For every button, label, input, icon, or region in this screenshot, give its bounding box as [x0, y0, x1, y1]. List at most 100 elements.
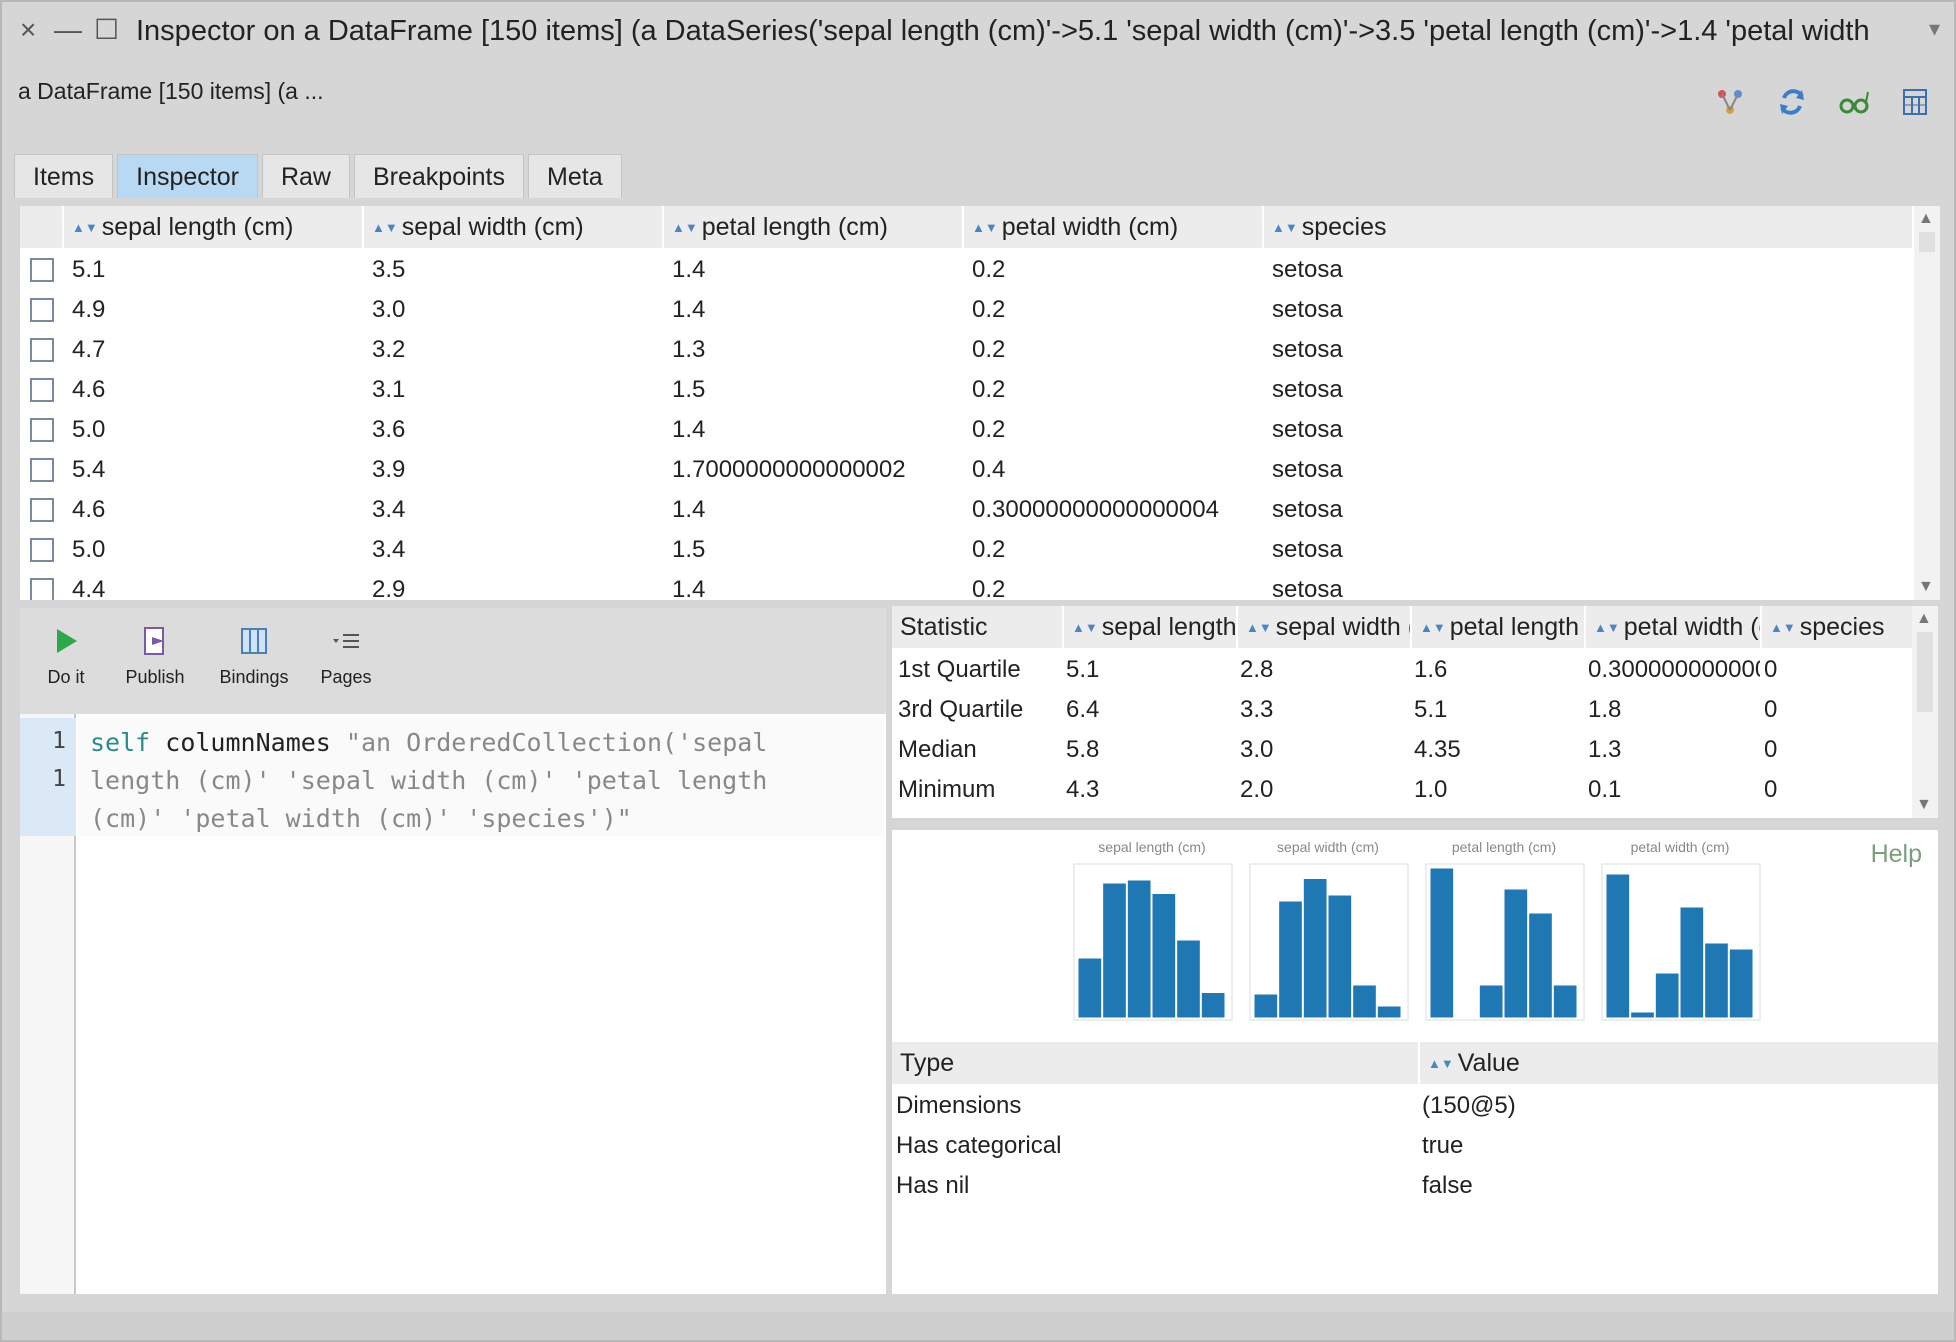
- close-icon[interactable]: ×: [20, 14, 37, 45]
- table-cell: 0.30000000000000: [1588, 656, 1760, 683]
- browse-icon[interactable]: [1714, 86, 1746, 118]
- table-cell: false: [1422, 1172, 1473, 1199]
- column-header-petal-width[interactable]: ▲▼ petal width (c: [1584, 606, 1760, 648]
- column-header-petal-length[interactable]: ▲▼ petal length (cm): [662, 206, 962, 248]
- inspector-toolbar: [1714, 86, 1932, 126]
- maximize-icon[interactable]: ☐: [94, 14, 120, 45]
- selected-line-background: [78, 718, 884, 836]
- code-comment: "an OrderedCollection('sepal: [345, 728, 768, 757]
- table-row[interactable]: 4.4 2.9 1.4 0.2 setosa: [20, 570, 1912, 600]
- table-cell: Median: [898, 736, 977, 763]
- scroll-up-icon[interactable]: ▲: [1918, 210, 1934, 227]
- tab-meta[interactable]: Meta: [528, 154, 622, 198]
- column-header-sepal-width[interactable]: ▲▼sepal width (c: [1236, 606, 1410, 648]
- row-checkbox[interactable]: [30, 378, 54, 402]
- table-row[interactable]: Has categorical true: [892, 1126, 1938, 1166]
- line-number: 1: [52, 728, 66, 754]
- publish-button[interactable]: Publish: [110, 626, 200, 688]
- column-header-sepal-width[interactable]: ▲▼ sepal width (cm): [362, 206, 662, 248]
- code-message: columnNames: [165, 728, 331, 757]
- table-row[interactable]: Has nil false: [892, 1166, 1938, 1206]
- column-header-petal-width[interactable]: ▲▼ petal width (cm): [962, 206, 1262, 248]
- table-cell: 3.0: [372, 296, 406, 323]
- table-row[interactable]: 5.0 3.4 1.5 0.2 setosa: [20, 530, 1912, 570]
- table-row[interactable]: 5.0 3.6 1.4 0.2 setosa: [20, 410, 1912, 450]
- table-cell: Has categorical: [896, 1132, 1062, 1159]
- table-row[interactable]: Dimensions (150@5): [892, 1086, 1938, 1126]
- window-menu-icon[interactable]: ▾: [1928, 16, 1940, 41]
- scrollbar-thumb[interactable]: [1917, 632, 1933, 712]
- histogram-bar: [1200, 992, 1226, 1019]
- scroll-down-icon[interactable]: ▼: [1918, 578, 1934, 595]
- table-row[interactable]: 4.6 3.4 1.4 0.30000000000000004 setosa: [20, 490, 1912, 530]
- row-checkbox[interactable]: [30, 498, 54, 522]
- stats-scrollbar[interactable]: ▲ ▼: [1912, 606, 1938, 818]
- row-checkbox[interactable]: [30, 258, 54, 282]
- histogram-bar: [1728, 948, 1754, 1019]
- code-text[interactable]: self columnNames "an OrderedCollection('…: [90, 724, 767, 838]
- histogram-2: petal length (cm): [1425, 839, 1585, 1021]
- histogram-frame: [1425, 863, 1585, 1021]
- histogram-0: sepal length (cm): [1073, 839, 1233, 1021]
- table-row[interactable]: Median 5.8 3.0 4.35 1.3 0: [892, 730, 1912, 770]
- pages-button[interactable]: Pages: [306, 626, 386, 688]
- table-cell: setosa: [1272, 296, 1343, 323]
- column-header-sepal-length[interactable]: ▲▼sepal length (: [1062, 606, 1236, 648]
- table-row[interactable]: 4.6 3.1 1.5 0.2 setosa: [20, 370, 1912, 410]
- minimize-icon[interactable]: —: [54, 14, 82, 45]
- tab-inspector[interactable]: Inspector: [117, 154, 258, 198]
- column-header-species[interactable]: ▲▼ species: [1262, 206, 1912, 248]
- column-header-species[interactable]: ▲▼ species: [1760, 606, 1912, 648]
- table-row[interactable]: 4.9 3.0 1.4 0.2 setosa: [20, 290, 1912, 330]
- column-header-petal-length[interactable]: ▲▼ petal length (: [1410, 606, 1584, 648]
- row-checkbox[interactable]: [30, 418, 54, 442]
- code-comment: length (cm)' 'sepal width (cm)' 'petal l…: [90, 766, 768, 795]
- table-row[interactable]: 5.1 3.5 1.4 0.2 setosa: [20, 250, 1912, 290]
- help-link[interactable]: Help: [1870, 840, 1922, 868]
- histogram-charts: sepal length (cm) sepal width (cm) petal l…: [1073, 839, 1761, 1021]
- scroll-up-icon[interactable]: ▲: [1916, 610, 1932, 627]
- line-number: 1: [52, 766, 66, 792]
- inspector-tabs: Items Inspector Raw Breakpoints Meta: [14, 154, 622, 198]
- table-row[interactable]: 1st Quartile 5.1 2.8 1.6 0.300000000000000: [892, 650, 1912, 690]
- tab-breakpoints[interactable]: Breakpoints: [353, 154, 525, 198]
- table-cell: 0: [1764, 656, 1778, 683]
- row-checkbox[interactable]: [30, 458, 54, 482]
- table-cell: 1.3: [1588, 736, 1622, 763]
- row-checkbox[interactable]: [30, 538, 54, 562]
- table-cell: 5.1: [72, 256, 106, 283]
- scroll-down-icon[interactable]: ▼: [1916, 796, 1932, 813]
- row-checkbox[interactable]: [30, 578, 54, 600]
- code-editor[interactable]: 1 1 self columnNames "an OrderedCollecti…: [20, 714, 886, 1294]
- sort-icon: ▲▼: [1420, 620, 1446, 636]
- sort-icon: ▲▼: [672, 220, 698, 236]
- column-header-statistic[interactable]: Statistic: [900, 613, 988, 641]
- tab-raw[interactable]: Raw: [261, 154, 350, 198]
- scrollbar-thumb[interactable]: [1919, 232, 1935, 252]
- table-row[interactable]: 4.7 3.2 1.3 0.2 setosa: [20, 330, 1912, 370]
- table-row[interactable]: Minimum 4.3 2.0 1.0 0.1 0: [892, 770, 1912, 810]
- pages-menu-icon: [333, 634, 359, 648]
- bindings-button[interactable]: Bindings: [206, 626, 302, 688]
- table-cell: 1.8: [1588, 696, 1622, 723]
- refresh-icon[interactable]: [1776, 86, 1808, 118]
- sort-icon: ▲▼: [1428, 1056, 1454, 1072]
- column-header-sepal-length[interactable]: ▲▼ sepal length (cm): [62, 206, 362, 248]
- table-cell: 0.1: [1588, 776, 1622, 803]
- histogram-bar: [1327, 894, 1353, 1019]
- table-cell: 2.0: [1240, 776, 1274, 803]
- do-it-button[interactable]: Do it: [34, 626, 98, 688]
- toggle-panes-icon[interactable]: [1900, 86, 1932, 118]
- row-checkbox[interactable]: [30, 338, 54, 362]
- column-header-value[interactable]: ▲▼ Value: [1418, 1042, 1938, 1084]
- table-row[interactable]: 3rd Quartile 6.4 3.3 5.1 1.8 0: [892, 690, 1912, 730]
- table-scrollbar[interactable]: ▲ ▼: [1914, 206, 1940, 600]
- row-checkbox[interactable]: [30, 298, 54, 322]
- playground-pane: Do it Publish Bindings Pages 1 1 self: [20, 608, 886, 1294]
- tab-items[interactable]: Items: [14, 154, 114, 198]
- histogram-bar: [1528, 912, 1553, 1019]
- inspect-glasses-icon[interactable]: [1838, 86, 1870, 118]
- column-header-type[interactable]: Type: [900, 1049, 955, 1077]
- table-row[interactable]: 5.4 3.9 1.7000000000000002 0.4 setosa: [20, 450, 1912, 490]
